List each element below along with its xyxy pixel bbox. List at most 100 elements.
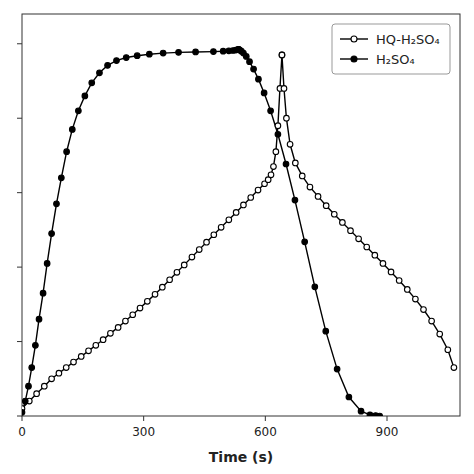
series-point bbox=[315, 194, 321, 200]
series-point bbox=[451, 365, 457, 371]
series-point bbox=[247, 59, 253, 65]
series-point bbox=[115, 325, 121, 331]
series-point bbox=[63, 365, 69, 371]
series-point bbox=[167, 277, 173, 283]
series-point bbox=[273, 149, 279, 155]
series-point bbox=[42, 383, 48, 389]
series-point bbox=[76, 108, 82, 114]
series-point bbox=[105, 63, 111, 69]
series-point bbox=[86, 348, 92, 354]
series-point bbox=[299, 173, 305, 179]
series-point bbox=[331, 211, 337, 217]
series-point bbox=[396, 278, 402, 284]
series-point bbox=[22, 409, 25, 415]
series-point bbox=[323, 328, 329, 334]
x-tick-label: 900 bbox=[376, 425, 399, 439]
series-point bbox=[271, 164, 277, 170]
x-tick bbox=[387, 416, 388, 421]
series-point bbox=[248, 195, 254, 201]
series-point bbox=[323, 203, 329, 209]
series-point bbox=[34, 391, 40, 397]
series-point bbox=[251, 66, 257, 72]
series-point bbox=[404, 287, 410, 293]
series-point bbox=[356, 236, 362, 242]
series-point bbox=[89, 80, 95, 86]
y-tick bbox=[17, 416, 22, 417]
series-point bbox=[147, 51, 153, 57]
series-point bbox=[261, 90, 267, 96]
series-point bbox=[56, 370, 62, 376]
series-point bbox=[123, 55, 129, 61]
series-point bbox=[243, 54, 249, 60]
series-point bbox=[287, 141, 293, 147]
x-tick bbox=[143, 416, 144, 421]
series-point bbox=[211, 49, 217, 55]
series-point bbox=[226, 217, 232, 223]
series-point bbox=[196, 247, 202, 253]
series-point bbox=[49, 231, 55, 237]
series-point bbox=[64, 149, 70, 155]
series-point bbox=[413, 296, 419, 302]
legend-marker bbox=[351, 56, 357, 62]
y-tick bbox=[17, 341, 22, 342]
series-point bbox=[40, 290, 46, 296]
series-point bbox=[241, 202, 247, 208]
series-point bbox=[26, 383, 32, 389]
series-point bbox=[268, 108, 274, 114]
series-point bbox=[380, 261, 386, 267]
series-point bbox=[44, 261, 50, 267]
series-point bbox=[130, 312, 136, 318]
series-point bbox=[134, 53, 140, 59]
series-point bbox=[36, 316, 42, 322]
series-point bbox=[348, 228, 354, 234]
legend-box bbox=[332, 24, 450, 74]
series-point bbox=[152, 291, 158, 297]
series-point bbox=[275, 131, 281, 137]
series-point bbox=[114, 58, 120, 64]
series-point bbox=[307, 184, 313, 190]
series-point bbox=[358, 408, 364, 414]
series-point bbox=[283, 161, 289, 167]
series-point bbox=[279, 52, 285, 58]
series-point bbox=[100, 337, 106, 343]
series-point bbox=[137, 305, 143, 311]
series-point bbox=[340, 220, 346, 226]
series-point bbox=[377, 413, 383, 416]
series-point bbox=[281, 86, 287, 92]
series-point bbox=[437, 331, 443, 337]
series-point bbox=[49, 376, 55, 382]
series-point bbox=[312, 284, 318, 290]
series-point bbox=[193, 49, 199, 55]
y-tick bbox=[17, 267, 22, 268]
series-point bbox=[220, 48, 226, 54]
series-point bbox=[256, 76, 262, 82]
series-point bbox=[176, 50, 182, 56]
series-point bbox=[233, 210, 239, 216]
series-point bbox=[275, 123, 281, 129]
series-line bbox=[22, 55, 454, 409]
x-tick-label: 300 bbox=[132, 425, 155, 439]
series-point bbox=[71, 359, 77, 365]
x-tick-label: 0 bbox=[18, 425, 26, 439]
series-point bbox=[204, 239, 210, 245]
series-point bbox=[54, 201, 60, 207]
legend-label: H₂SO₄ bbox=[376, 52, 415, 67]
series-point bbox=[59, 175, 65, 181]
series-point bbox=[33, 342, 39, 348]
series-point bbox=[334, 366, 340, 372]
series-point bbox=[429, 318, 435, 324]
series-point bbox=[93, 342, 99, 348]
series-point bbox=[189, 254, 195, 260]
x-tick-label: 600 bbox=[254, 425, 277, 439]
x-tick bbox=[22, 416, 23, 421]
series-point bbox=[388, 269, 394, 275]
plot-frame bbox=[22, 14, 460, 416]
series-point bbox=[29, 365, 35, 371]
series-point bbox=[293, 160, 299, 166]
series-point bbox=[445, 347, 451, 353]
series-point bbox=[284, 115, 290, 121]
series-point bbox=[279, 52, 285, 58]
legend-label: HQ-H₂SO₄ bbox=[376, 32, 440, 47]
plot-area bbox=[22, 47, 457, 416]
y-tick bbox=[17, 118, 22, 119]
